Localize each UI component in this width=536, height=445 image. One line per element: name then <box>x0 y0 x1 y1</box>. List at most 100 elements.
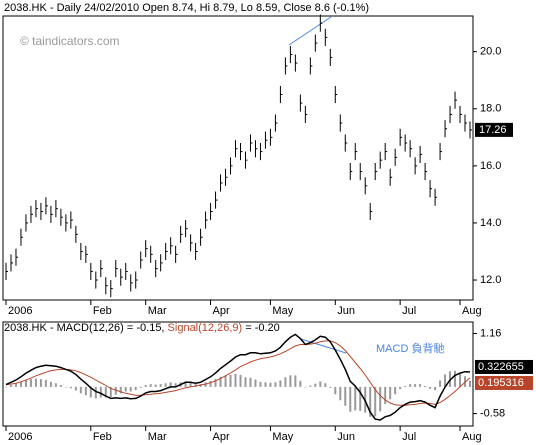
histogram-bar <box>424 385 427 387</box>
histogram-bar <box>244 377 247 387</box>
y-tick-label: 14.0 <box>480 217 501 229</box>
histogram-bar <box>9 385 12 387</box>
histogram-bar <box>344 386 347 406</box>
histogram-bar <box>169 382 172 387</box>
histogram-bar <box>154 384 157 387</box>
histogram-bar <box>284 377 287 387</box>
x-tick-label: Jul <box>402 305 416 317</box>
histogram-bar <box>359 386 362 411</box>
annotation: MACD 負背馳 <box>376 341 444 355</box>
histogram-bar <box>289 375 292 387</box>
x-tick-label: May <box>272 305 293 317</box>
trend-line <box>288 16 332 46</box>
x-tick-label: Jun <box>337 305 355 317</box>
x-tick-label: Apr <box>213 305 230 317</box>
histogram-bar <box>29 379 32 387</box>
histogram-bar <box>414 384 417 387</box>
histogram-bar <box>19 381 22 387</box>
histogram-bar <box>429 386 432 389</box>
histogram-bar <box>224 375 227 387</box>
histogram-bar <box>264 382 267 387</box>
histogram-bar <box>454 370 457 387</box>
histogram-bar <box>439 380 442 387</box>
histogram-bar <box>399 386 402 390</box>
histogram-bar <box>239 374 242 387</box>
x-tick-label: Aug <box>462 431 482 443</box>
x-tick-label: Apr <box>213 431 230 443</box>
histogram-bar <box>349 386 352 412</box>
histogram-bar <box>294 375 297 387</box>
macd-frame <box>2 321 474 427</box>
y-tick-label: 18.0 <box>480 103 501 115</box>
histogram-bar <box>99 386 102 398</box>
histogram-bar <box>84 386 87 396</box>
x-tick-label: 2006 <box>8 431 32 443</box>
histogram-bar <box>94 386 97 399</box>
trend-line <box>300 338 347 354</box>
histogram-bar <box>64 386 67 388</box>
histogram-bar <box>119 386 122 394</box>
histogram-bar <box>309 385 312 387</box>
histogram-bar <box>434 386 437 391</box>
histogram-bar <box>74 386 77 391</box>
histogram-bar <box>304 386 307 388</box>
histogram-bar <box>299 380 302 387</box>
x-tick-label: Mar <box>148 431 167 443</box>
histogram-bar <box>174 383 177 387</box>
histogram-bar <box>59 385 62 387</box>
histogram-bar <box>39 379 42 387</box>
histogram-bar <box>79 386 82 394</box>
x-tick-label: 2006 <box>8 305 32 317</box>
histogram-bar <box>314 383 317 387</box>
histogram-bar <box>49 381 52 387</box>
histogram-bar <box>149 384 152 387</box>
histogram-bar <box>384 386 387 404</box>
y-tick-label: 12.0 <box>480 274 501 286</box>
histogram-bar <box>124 386 127 392</box>
histogram-bar <box>389 386 392 400</box>
macd-line <box>5 333 471 421</box>
histogram-bar <box>134 386 137 391</box>
histogram-bar <box>374 386 377 417</box>
histogram-bar <box>394 386 397 395</box>
histogram-bar <box>329 386 332 388</box>
last-value-label: 17.26 <box>479 124 507 136</box>
histogram-bar <box>419 384 422 387</box>
macd-value-label: 0.322655 <box>478 361 524 373</box>
histogram-bar <box>379 386 382 412</box>
histogram-bar <box>354 386 357 411</box>
histogram-bar <box>109 386 112 398</box>
signal-value-box <box>475 375 533 390</box>
y-tick-label: 16.0 <box>480 160 501 172</box>
y-tick-label: 1.16 <box>480 327 501 339</box>
signal-line <box>5 340 471 406</box>
y-tick-label: 20.0 <box>480 46 501 58</box>
macd-title: 2038.HK - MACD(12,26) = -0.15, Signal(12… <box>4 322 280 334</box>
histogram-bar <box>409 384 412 387</box>
histogram-bar <box>214 379 217 387</box>
histogram-bar <box>34 378 37 387</box>
chart-title: 2038.HK - Daily 24/02/2010 Open 8.74, Hi… <box>4 2 369 14</box>
histogram-bar <box>404 385 407 387</box>
histogram-bar <box>54 383 57 387</box>
histogram-bar <box>14 383 17 387</box>
histogram-bar <box>459 373 462 387</box>
histogram-bar <box>369 386 372 417</box>
histogram-bar <box>144 385 147 387</box>
histogram-bar <box>164 383 167 387</box>
histogram-bar <box>274 382 277 387</box>
x-tick-label: May <box>272 431 293 443</box>
histogram-bar <box>104 386 107 398</box>
histogram-bar <box>114 386 117 395</box>
x-tick-label: Mar <box>148 305 167 317</box>
signal-value-label: 0.195316 <box>478 377 524 389</box>
histogram-bar <box>334 386 337 395</box>
histogram-bar <box>89 386 92 398</box>
histogram-bar <box>229 374 232 387</box>
histogram-bar <box>189 382 192 387</box>
histogram-bar <box>319 381 322 387</box>
histogram-bar <box>69 386 72 389</box>
histogram-bar <box>259 381 262 387</box>
histogram-bar <box>129 386 132 392</box>
